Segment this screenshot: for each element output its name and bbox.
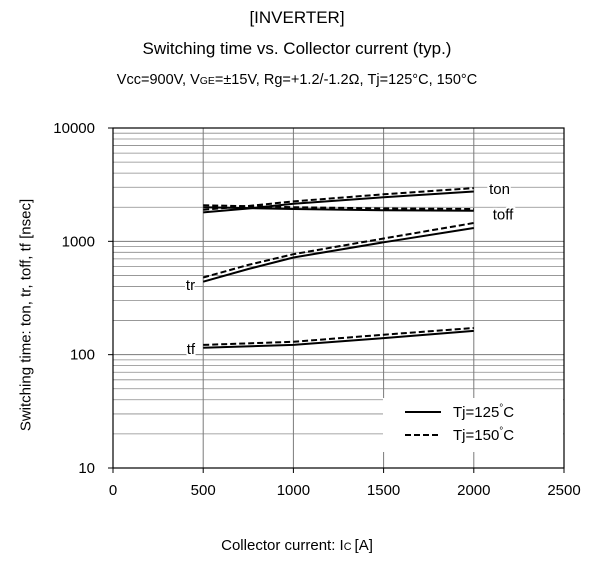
x-tick-label: 500 <box>191 482 216 499</box>
tf-dashed-line <box>203 327 474 346</box>
tr-curve-label: tr <box>186 277 195 294</box>
x-tick-label: 0 <box>109 482 117 499</box>
y-tick-label: 100 <box>70 347 95 364</box>
legend-label-dashed: Tj=150°C <box>453 426 514 444</box>
ton-curve-label: ton <box>489 181 510 198</box>
x-tick-label: 1500 <box>367 482 400 499</box>
tr-solid-line <box>202 227 474 283</box>
x-axis-label: Collector current: IC [A] <box>221 537 373 554</box>
toff-dashed-line <box>203 204 474 210</box>
tf-curve-label: tf <box>187 341 196 358</box>
tf-solid-line <box>203 329 474 349</box>
toff-solid-line <box>203 206 474 212</box>
x-tick-label: 2000 <box>457 482 490 499</box>
toff-curve-label: toff <box>493 207 514 224</box>
ton-solid-line <box>203 190 474 214</box>
legend-box <box>383 398 563 452</box>
y-tick-label: 1000 <box>62 233 95 250</box>
chart-heading: [INVERTER] <box>249 8 345 27</box>
plot-frame <box>112 127 565 469</box>
y-tick-label: 10000 <box>53 120 95 137</box>
tr-dashed-line <box>202 222 474 279</box>
chart-title: Switching time vs. Collector current (ty… <box>142 39 452 58</box>
x-tick-label: 2500 <box>547 482 580 499</box>
x-tick-label: 1000 <box>277 482 310 499</box>
chart-conditions: Vcc=900V, VGE=±15V, Rg=+1.2/-1.2Ω, Tj=12… <box>116 72 478 88</box>
legend-label-solid: Tj=125°C <box>453 403 514 421</box>
y-tick-label: 10 <box>78 460 95 477</box>
